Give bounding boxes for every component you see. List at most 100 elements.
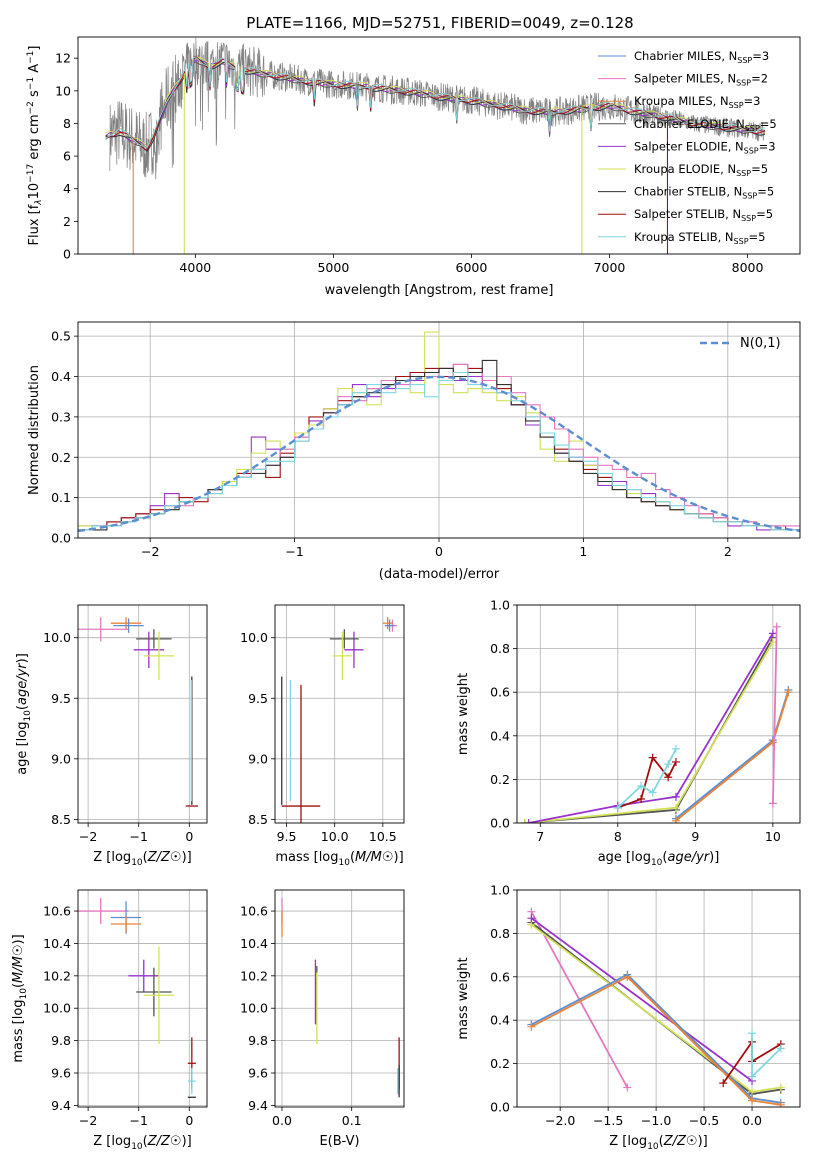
label-part: ( bbox=[143, 850, 148, 865]
legend-text: =5 bbox=[751, 162, 768, 176]
legend-label: Chabrier ELODIE, NSSP=5 bbox=[634, 117, 777, 133]
label-part: ( bbox=[659, 1134, 664, 1149]
series-line bbox=[751, 1033, 782, 1079]
series-marker bbox=[772, 622, 781, 631]
line-data bbox=[527, 907, 785, 1107]
label-part: ] bbox=[27, 46, 42, 51]
y-tick-label: 10.2 bbox=[240, 968, 268, 983]
x-tick-label: 0 bbox=[435, 544, 443, 559]
x-tick-label: 9.5 bbox=[277, 829, 297, 844]
legend-entry: Kroupa STELIB, NSSP=5 bbox=[598, 230, 765, 246]
y-tick-label: 9.8 bbox=[248, 1033, 268, 1048]
legend-entry: Chabrier ELODIE, NSSP=5 bbox=[598, 117, 777, 133]
legend-text: Chabrier ELODIE, N bbox=[634, 117, 745, 131]
label-part: age/yr bbox=[15, 662, 30, 705]
y-tick-label: 0.0 bbox=[51, 531, 71, 546]
errorbar-point bbox=[78, 617, 129, 642]
x-tick-label: −1 bbox=[129, 1113, 147, 1128]
y-tick-label: 6 bbox=[63, 149, 71, 164]
legend-sub: SSP bbox=[734, 237, 749, 246]
x-tick-label: 7 bbox=[536, 829, 544, 844]
errorbar-point bbox=[110, 617, 142, 630]
x-tick-label: 0 bbox=[185, 829, 193, 844]
label-part: ☉)] bbox=[170, 1134, 192, 1149]
legend-label: Chabrier MILES, NSSP=3 bbox=[634, 49, 769, 65]
series-marker bbox=[776, 1100, 785, 1107]
y-tick-label: 0.2 bbox=[490, 772, 510, 787]
y-tick-label: 9.5 bbox=[51, 691, 71, 706]
plot-frame bbox=[77, 36, 801, 255]
series-marker bbox=[648, 753, 657, 762]
series-line bbox=[524, 641, 774, 823]
errorbar-point bbox=[329, 629, 359, 649]
errorbar-point bbox=[187, 1068, 196, 1095]
x-axis-label: E(B-V) bbox=[319, 1134, 359, 1149]
x-tick-label: −1.5 bbox=[593, 1113, 623, 1128]
label-part: erg cm bbox=[27, 114, 42, 163]
series-line bbox=[530, 917, 753, 1082]
label-part: Flux [f bbox=[27, 204, 42, 245]
x-axis-label: Z [log10(Z/Z☉)] bbox=[93, 1134, 191, 1152]
legend-text: =2 bbox=[751, 72, 768, 86]
legend-label: N(0,1) bbox=[740, 336, 781, 351]
errorbar-point bbox=[344, 631, 364, 668]
x-tick-label: −1 bbox=[129, 829, 147, 844]
legend-sub: SSP bbox=[737, 56, 752, 65]
x-axis-label: (data-model)/error bbox=[379, 567, 500, 582]
label-sub: 10 bbox=[339, 858, 351, 868]
label-sub: 10 bbox=[19, 988, 29, 1000]
series-marker bbox=[748, 1096, 757, 1105]
y-tick-label: 0.2 bbox=[51, 450, 71, 465]
figure-title: PLATE=1166, MJD=52751, FIBERID=0049, z=0… bbox=[246, 14, 633, 32]
plot-frame bbox=[274, 889, 405, 1108]
errorbar-data bbox=[281, 898, 400, 1098]
label-part: Z [log bbox=[609, 1134, 647, 1149]
observed-spectrum bbox=[109, 37, 766, 180]
y-tick-label: 0.6 bbox=[490, 685, 510, 700]
y-tick-label: 10.0 bbox=[43, 1001, 71, 1016]
x-axis-label: age [log10(age/yr)] bbox=[598, 850, 720, 868]
y-tick-label: 9.4 bbox=[248, 1098, 268, 1113]
y-tick-label: 10.0 bbox=[240, 1001, 268, 1016]
legend-text: Chabrier STELIB, N bbox=[634, 185, 742, 199]
x-tick-label: −2.0 bbox=[545, 1113, 575, 1128]
legend-entry: Kroupa MILES, NSSP=3 bbox=[598, 94, 760, 110]
x-axis-label: mass [log10(M/M☉)] bbox=[275, 850, 403, 868]
plot-frame bbox=[516, 604, 801, 824]
y-tick-label: 10.6 bbox=[43, 904, 71, 919]
x-tick-label: 8000 bbox=[732, 260, 764, 275]
label-part: ☉)] bbox=[170, 850, 192, 865]
x-tick-label: 0.0 bbox=[272, 1113, 292, 1128]
label-part: Z [log bbox=[93, 1134, 131, 1149]
x-tick-label: 0.0 bbox=[742, 1113, 762, 1128]
label-part: age [log bbox=[598, 850, 651, 865]
legend-text: Kroupa MILES, N bbox=[634, 94, 729, 108]
label-part: age [log bbox=[15, 722, 30, 775]
x-tick-label: −2 bbox=[141, 544, 159, 559]
errorbar-point bbox=[332, 631, 353, 681]
y-tick-label: 8.5 bbox=[51, 812, 71, 827]
y-tick-label: 0.4 bbox=[490, 1013, 510, 1028]
series-marker bbox=[776, 1083, 785, 1092]
series-marker bbox=[637, 795, 646, 804]
series-marker bbox=[637, 781, 646, 790]
plot-frame bbox=[77, 321, 801, 539]
legend-entry: Salpeter ELODIE, NSSP=3 bbox=[598, 139, 776, 155]
series-marker bbox=[748, 1072, 757, 1081]
x-tick-label: 10.0 bbox=[321, 829, 349, 844]
y-tick-label: 10.2 bbox=[43, 968, 71, 983]
plot-massweight_vs_age: 7 8 9 10 0.0 0.2 0.4 0.6 0.8 1.0 mass weight age [l… bbox=[456, 598, 801, 868]
series-marker bbox=[613, 803, 622, 812]
legend-text: =5 bbox=[756, 207, 773, 221]
series-marker bbox=[776, 1044, 785, 1053]
plot-mass_vs_Z: −2 −1 09.49.69.810.010.210.410.6Z [log10(Z… bbox=[11, 889, 208, 1152]
x-tick-label: 4000 bbox=[179, 260, 211, 275]
histogram-kroupa_stelib bbox=[78, 371, 800, 531]
series-marker bbox=[527, 914, 536, 923]
series-line bbox=[524, 637, 774, 823]
plot-massweight_vs_Z: −2.0 −1.5 −1.0 −0.5 0.0 0.0 0.2 0.4 0.6 0.8 1.0 mas… bbox=[456, 883, 801, 1152]
y-tick-label: 1.0 bbox=[490, 598, 510, 613]
legend-entry: Kroupa ELODIE, NSSP=5 bbox=[598, 162, 768, 178]
line-data bbox=[520, 622, 793, 823]
